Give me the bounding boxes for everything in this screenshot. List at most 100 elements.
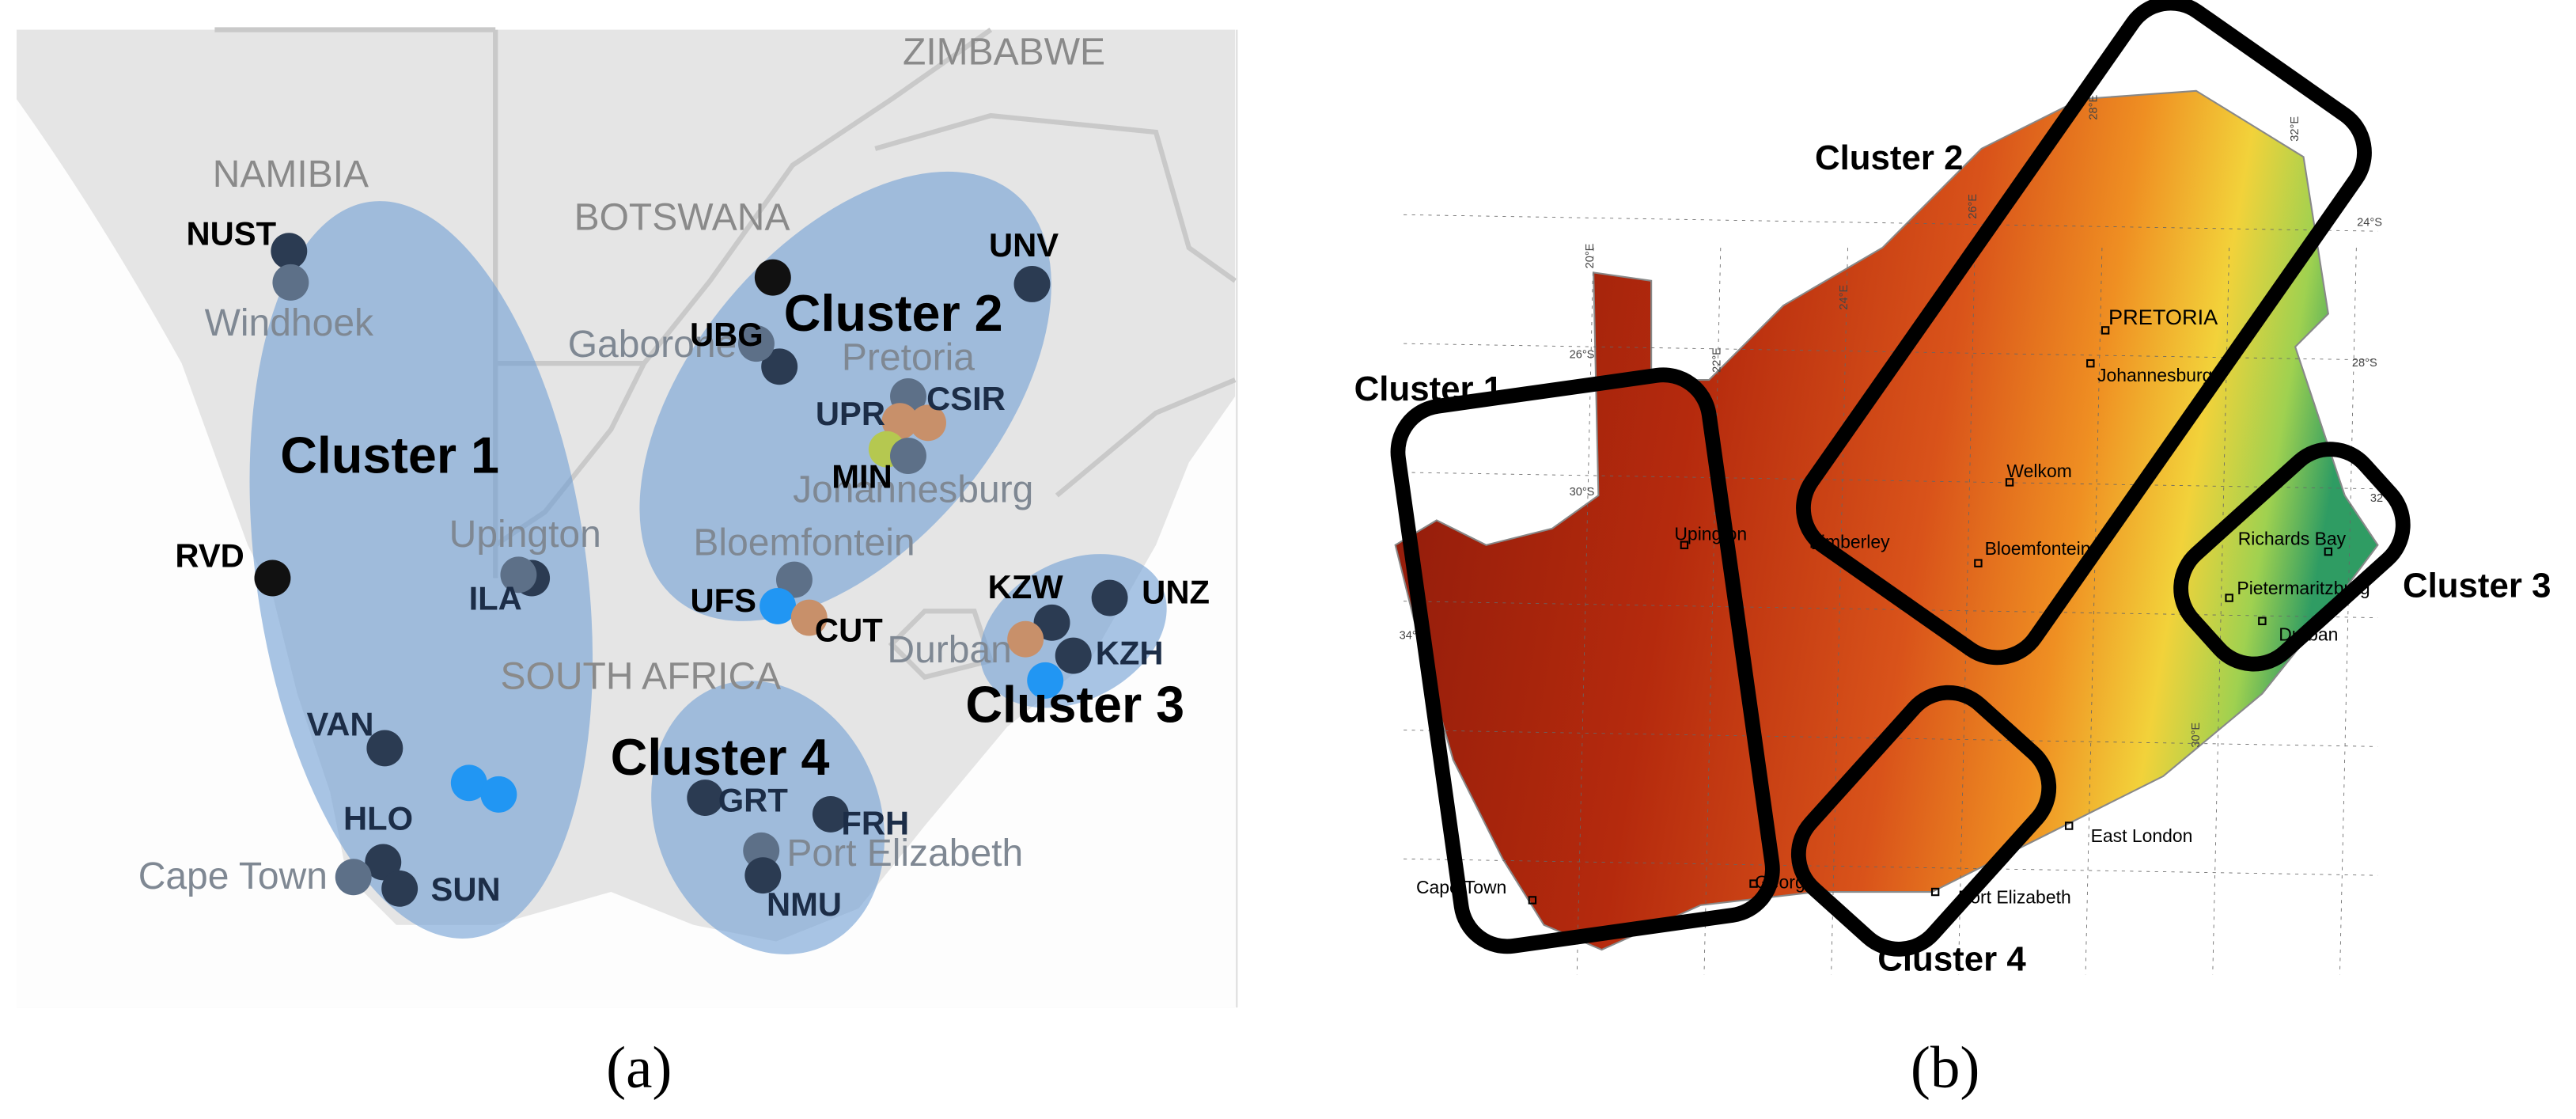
graticule	[1404, 343, 2378, 361]
site-label: MIN	[832, 457, 892, 495]
cluster-outline	[1796, 0, 2372, 666]
city-label: Pretoria	[842, 337, 975, 379]
site-marker	[754, 259, 791, 296]
site-label: HLO	[343, 799, 413, 836]
country-label: ZIMBABWE	[903, 32, 1105, 74]
cluster-label: Cluster 3	[965, 675, 1184, 733]
cluster-label: Cluster 4	[1877, 939, 2026, 978]
site-label: UNZ	[1142, 573, 1210, 610]
graticule	[2085, 248, 2103, 975]
city-label: Port Elizabeth	[786, 833, 1023, 874]
graticule	[2339, 248, 2357, 975]
cluster-label: Cluster 2	[1815, 138, 1964, 177]
graticule	[1957, 248, 1976, 975]
site-label: SUN	[431, 871, 501, 908]
caption: (b)	[1911, 1035, 1980, 1101]
site-marker	[1055, 637, 1092, 674]
city-label: PRETORIA	[2108, 305, 2218, 329]
graticule-label: 24°S	[2357, 217, 2382, 229]
site-marker	[500, 556, 537, 594]
cluster-region	[639, 171, 1051, 621]
cluster-label: Cluster 1	[1354, 370, 1502, 408]
site-marker	[365, 844, 402, 881]
graticule-label: 28°S	[2352, 357, 2377, 370]
site-label: UNV	[989, 226, 1059, 264]
city-point	[1930, 887, 1940, 897]
graticule	[1703, 248, 1722, 975]
graticule-label: 28°E	[2087, 94, 2100, 119]
site-label: KZW	[988, 568, 1064, 605]
cluster-label: Cluster 1	[280, 426, 499, 484]
site-label: CSIR	[926, 380, 1006, 417]
panel-b-map	[1394, 89, 2379, 951]
graticule	[1404, 858, 2378, 876]
site-label: FRH	[841, 805, 909, 842]
caption: (a)	[606, 1035, 672, 1101]
site-label: UBG	[690, 316, 763, 353]
city-label: Gaborone	[568, 324, 737, 366]
city-label: Johannesburg	[793, 469, 1033, 511]
site-marker	[738, 325, 775, 362]
panel-a-map	[16, 27, 1237, 1008]
city-label: Windhoek	[205, 302, 374, 344]
site-marker	[450, 764, 487, 802]
site-marker	[271, 233, 308, 270]
site-marker	[272, 264, 309, 301]
site-label: RVD	[175, 537, 244, 574]
city-point	[2101, 326, 2110, 335]
graticule-label: 30°S	[1570, 486, 1595, 499]
site-label: KZH	[1096, 635, 1164, 672]
city-point	[1974, 559, 1983, 567]
city-label: Upington	[449, 514, 601, 556]
site-marker	[881, 403, 919, 440]
city-point	[1528, 896, 1537, 905]
cluster-outline	[1790, 685, 2057, 957]
cluster-region	[249, 201, 593, 939]
country-label: SOUTH AFRICA	[501, 655, 782, 697]
site-marker	[790, 599, 828, 636]
graticule	[1404, 601, 2378, 618]
city-point	[2225, 594, 2233, 602]
graticule	[1576, 248, 1594, 975]
site-marker	[744, 857, 782, 894]
cluster-region	[651, 681, 885, 954]
site-label: NUST	[186, 214, 276, 252]
graticule-label: 26°S	[1570, 349, 1595, 362]
city-label: East London	[2091, 825, 2193, 846]
city-label: Welkom	[2006, 461, 2071, 481]
site-marker	[1033, 604, 1070, 641]
site-marker	[1013, 266, 1051, 302]
city-label: Cape Town	[138, 855, 328, 897]
site-marker	[761, 348, 798, 385]
graticule	[2212, 248, 2230, 975]
city-label: Bloemfontein	[693, 522, 915, 563]
graticule-label: 20°E	[1584, 243, 1597, 268]
site-marker	[1007, 620, 1044, 658]
cluster-outline	[2173, 442, 2411, 672]
site-marker	[1091, 579, 1128, 616]
graticule	[1404, 472, 2378, 490]
site-label: UPR	[816, 395, 885, 432]
site-marker	[890, 438, 926, 474]
graticule-label: 24°E	[1838, 285, 1851, 310]
city-point	[2258, 616, 2267, 625]
site-marker	[812, 795, 849, 833]
city-point	[2064, 821, 2074, 830]
site-label: UFS	[690, 582, 756, 619]
city-point	[2324, 547, 2333, 556]
city-point	[2005, 478, 2014, 487]
graticule	[1404, 214, 2378, 232]
cluster-label: Cluster 4	[611, 728, 830, 786]
graticule	[1831, 248, 1848, 975]
cluster-label: Cluster 3	[2403, 567, 2551, 605]
site-label: GRT	[718, 781, 789, 818]
site-marker	[366, 730, 403, 767]
site-marker	[381, 870, 419, 907]
graticule-label: 32°E	[2289, 116, 2301, 142]
site-marker	[254, 560, 291, 597]
site-label: ILA	[469, 580, 522, 617]
site-marker	[480, 776, 517, 813]
country-label: NAMIBIA	[213, 154, 369, 195]
site-label: NMU	[767, 886, 842, 923]
